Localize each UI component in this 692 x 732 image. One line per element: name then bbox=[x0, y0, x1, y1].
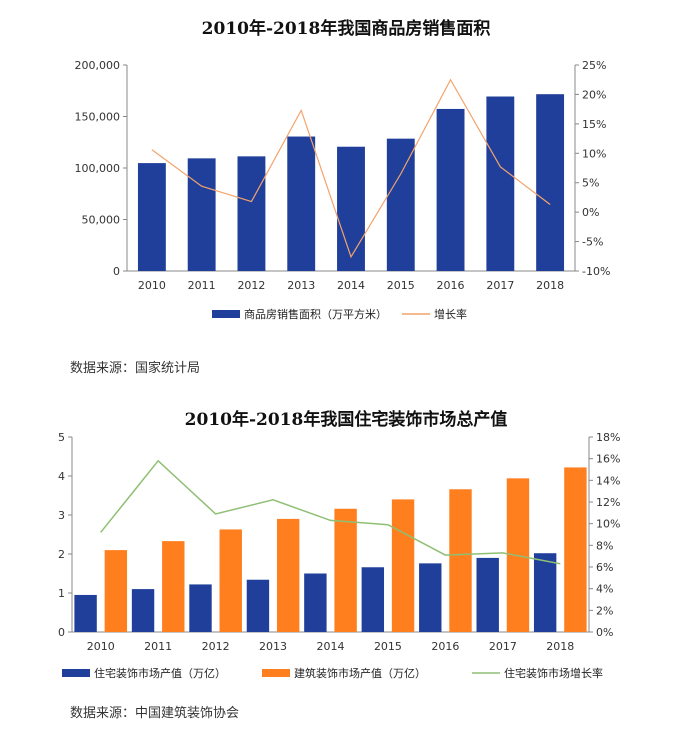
left-tick-label: 50,000 bbox=[82, 214, 121, 227]
legend-label: 商品房销售面积（万平方米） bbox=[244, 307, 387, 321]
right-tick-label: 18% bbox=[596, 431, 620, 444]
left-tick-label: 2 bbox=[58, 548, 65, 561]
bar bbox=[486, 96, 515, 271]
bar bbox=[131, 589, 155, 632]
series-line bbox=[100, 459, 561, 565]
bar bbox=[187, 158, 216, 271]
bar bbox=[246, 579, 270, 632]
right-tick-label: 4% bbox=[596, 583, 613, 596]
x-tick-label: 2017 bbox=[489, 640, 517, 653]
right-tick-label: 10% bbox=[596, 518, 620, 531]
bar bbox=[391, 499, 415, 632]
left-tick-label: 100,000 bbox=[75, 162, 121, 175]
x-tick-label: 2010 bbox=[87, 640, 115, 653]
right-tick-label: 0% bbox=[582, 206, 599, 219]
right-tick-label: 0% bbox=[596, 626, 613, 639]
left-tick-label: 5 bbox=[58, 431, 65, 444]
left-tick-label: 150,000 bbox=[75, 111, 121, 124]
left-tick-label: 0 bbox=[58, 626, 65, 639]
bar bbox=[334, 508, 357, 632]
x-tick-label: 2010 bbox=[138, 279, 166, 292]
right-tick-label: 5% bbox=[582, 177, 599, 190]
bar bbox=[104, 550, 128, 632]
legend-label: 住宅装饰市场产值（万亿） bbox=[94, 666, 226, 680]
bar bbox=[419, 563, 442, 632]
left-tick-label: 200,000 bbox=[75, 59, 121, 72]
chart1-title: 2010年-2018年我国商品房销售面积 bbox=[201, 19, 491, 39]
bar bbox=[361, 567, 385, 632]
left-tick-label: 4 bbox=[58, 470, 65, 483]
right-tick-label: 10% bbox=[582, 147, 606, 160]
bar bbox=[162, 541, 185, 632]
right-tick-label: 16% bbox=[596, 453, 620, 466]
bar bbox=[237, 156, 266, 271]
x-tick-label: 2018 bbox=[546, 640, 574, 653]
left-tick-label: 3 bbox=[58, 509, 65, 522]
legend-label: 建筑装饰市场产值（万亿） bbox=[294, 666, 426, 680]
bar bbox=[276, 518, 300, 632]
legend-label: 住宅装饰市场增长率 bbox=[504, 666, 603, 680]
bar bbox=[386, 138, 415, 271]
x-tick-label: 2016 bbox=[431, 640, 459, 653]
x-tick-label: 2011 bbox=[144, 640, 172, 653]
bar bbox=[74, 594, 97, 632]
legend-swatch bbox=[62, 669, 90, 677]
right-tick-label: -5% bbox=[582, 236, 603, 249]
legend-label: 增长率 bbox=[434, 307, 467, 321]
chart2-title: 2010年-2018年我国住宅装饰市场总产值 bbox=[184, 410, 508, 430]
x-tick-label: 2018 bbox=[536, 279, 564, 292]
bar bbox=[564, 467, 587, 632]
bar bbox=[533, 553, 557, 632]
x-tick-label: 2015 bbox=[387, 279, 415, 292]
left-tick-label: 1 bbox=[58, 587, 65, 600]
chart2-svg: 0 1 2 3 4 5 0% 2% 4% 6% 8% 10% 12% 14% 16% 18% 2010 2011 2… bbox=[58, 431, 620, 680]
left-tick-label: 0 bbox=[113, 265, 120, 278]
bar bbox=[449, 489, 472, 632]
right-tick-label: 12% bbox=[596, 496, 620, 509]
legend-swatch bbox=[212, 310, 240, 318]
chart1-source: 数据来源：国家统计局 bbox=[70, 361, 201, 376]
right-tick-label: 25% bbox=[582, 59, 606, 72]
right-tick-label: 2% bbox=[596, 604, 613, 617]
bar bbox=[189, 584, 212, 632]
bar bbox=[219, 529, 242, 632]
x-tick-label: 2013 bbox=[287, 279, 315, 292]
x-tick-label: 2014 bbox=[317, 640, 345, 653]
bar bbox=[476, 557, 499, 632]
right-tick-label: -10% bbox=[582, 265, 610, 278]
bar bbox=[287, 136, 316, 271]
x-tick-label: 2013 bbox=[259, 640, 287, 653]
right-tick-label: 14% bbox=[596, 474, 620, 487]
bar bbox=[536, 94, 565, 271]
series-line bbox=[151, 78, 551, 259]
chart2-source: 数据来源：中国建筑装饰协会 bbox=[70, 706, 240, 721]
x-tick-label: 2014 bbox=[337, 279, 365, 292]
x-tick-label: 2011 bbox=[188, 279, 216, 292]
bar bbox=[304, 573, 327, 632]
x-tick-label: 2017 bbox=[486, 279, 514, 292]
bar bbox=[436, 108, 465, 271]
x-tick-label: 2012 bbox=[237, 279, 265, 292]
x-tick-label: 2016 bbox=[437, 279, 465, 292]
bar bbox=[137, 163, 166, 271]
x-tick-label: 2015 bbox=[374, 640, 402, 653]
x-tick-label: 2012 bbox=[202, 640, 230, 653]
right-tick-label: 8% bbox=[596, 539, 613, 552]
right-tick-label: 15% bbox=[582, 118, 606, 131]
right-tick-label: 20% bbox=[582, 88, 606, 101]
chart1-svg: 0 50,000 100,000 150,000 200,000 -10% -5% 0% 5% 1… bbox=[75, 59, 611, 321]
right-tick-label: 6% bbox=[596, 561, 613, 574]
bar bbox=[337, 146, 365, 271]
legend-swatch bbox=[262, 669, 290, 677]
